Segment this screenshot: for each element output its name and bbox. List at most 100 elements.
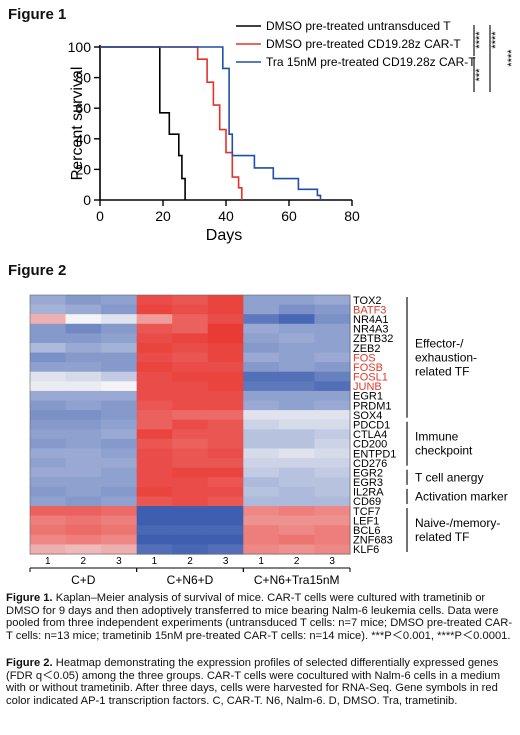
heatmap-cell [30,371,67,382]
heatmap-cell [30,304,67,315]
heatmap-cell [172,486,209,498]
heatmap-cell [243,515,280,526]
heatmap-cell [30,342,67,354]
heatmap-cell [314,419,351,430]
heatmap-cell [101,362,138,373]
heatmap-cell [207,400,244,411]
heatmap-cell [314,371,351,382]
heatmap-cell [207,429,244,440]
heatmap-cell [30,525,67,536]
heatmap-cell [207,352,244,363]
heatmap-cell [136,342,173,354]
heatmap-cell [314,342,351,354]
heatmap-cell [172,323,209,334]
heatmap-cell [314,381,351,392]
heatmap-cell [172,438,209,450]
heatmap-cell [207,515,244,526]
heatmap-cell [30,448,67,459]
gene-label: NR4A3 [353,324,388,336]
heatmap-cell [278,390,316,402]
heatmap-cell [243,333,280,344]
heatmap-cell [136,333,173,344]
heatmap-cell [278,304,316,315]
heatmap-cell [101,534,138,545]
heatmap-cell [101,429,138,440]
heatmap-cell [207,477,244,488]
heatmap-cell [65,477,102,488]
heatmap-cell [172,362,209,373]
y-tick-label: 20 [75,161,91,177]
heatmap-cell [136,410,173,421]
heatmap-cell [243,390,280,402]
heatmap-cell [101,486,138,498]
annotation-label: checkpoint [415,444,473,458]
heatmap-cell [101,314,138,325]
figure-2-title: Figure 2 [8,262,67,279]
heatmap-cell [314,544,351,555]
heatmap-cell [65,342,102,354]
heatmap-cell [101,515,138,526]
gene-label: ENTPD1 [353,448,396,460]
heatmap-cell [278,362,316,373]
heatmap-cell [278,525,316,536]
heatmap-cell [65,419,102,430]
heatmap-cell [136,352,173,363]
heatmap-cell [207,419,244,430]
heatmap-cell [243,438,280,450]
heatmap-cell [65,371,102,382]
heatmap-cell [207,371,244,382]
heatmap-cell [243,525,280,536]
heatmap-cell [65,506,102,517]
heatmap-cell [30,496,67,507]
heatmap-cell [207,544,244,555]
heatmap-cell [65,534,102,545]
heatmap-cell [243,410,280,421]
heatmap-cell [243,314,280,325]
gene-label: EGR3 [353,477,383,489]
heatmap-cell [243,295,280,306]
heatmap-cell [278,314,316,325]
heatmap-cell [30,477,67,488]
significance-label: **** [506,49,518,67]
gene-label: TOX2 [353,295,382,307]
heatmap-cell [65,390,102,402]
heatmap-cell [172,295,209,306]
heatmap-cell [30,506,67,517]
heatmap-cell [65,496,102,507]
legend-label-3: Tra 15nM pre-treated CD19.28z CAR-T [266,55,476,69]
group-label: C+D [71,573,96,587]
heatmap-cell [172,467,209,478]
legend-label-1: DMSO pre-treated untransduced T [266,19,451,33]
annotation-label: related TF [415,364,469,378]
heatmap-cell [65,448,102,459]
heatmap-cell [30,333,67,344]
heatmap-cell [101,323,138,334]
heatmap-cell [136,400,173,411]
heatmap-cell [65,458,102,469]
heatmap-cell [314,400,351,411]
heatmap-cell [136,304,173,315]
heatmap-cell [101,419,138,430]
heatmap-cell [172,534,209,545]
heatmap-cell [314,496,351,507]
heatmap-cell [30,295,67,306]
replicate-label: 1 [45,556,51,567]
heatmap-cell [136,496,173,507]
heatmap-cell [314,323,351,334]
heatmap-cell [172,419,209,430]
figure-1-caption-head: Figure 1. [6,592,53,604]
heatmap-cell [172,496,209,507]
heatmap-cell [101,438,138,450]
y-tick-label: 100 [68,39,92,55]
heatmap-cell [243,534,280,545]
heatmap-cell [65,304,102,315]
survival-curve-1 [100,46,186,200]
heatmap-cell [314,448,351,459]
heatmap-cell [65,467,102,478]
heatmap-cell [30,534,67,545]
heatmap-cell [136,314,173,325]
replicate-label: 2 [294,556,300,567]
heatmap-cell [314,429,351,440]
heatmap-cell [172,390,209,402]
survival-curve-3 [100,46,322,200]
